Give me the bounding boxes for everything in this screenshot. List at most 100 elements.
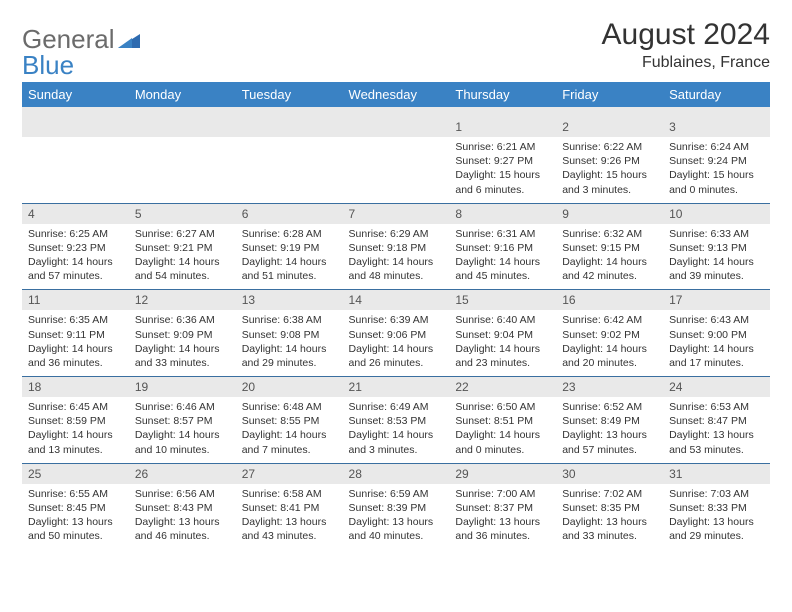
day-detail-cell: Sunrise: 6:22 AMSunset: 9:26 PMDaylight:… <box>556 137 663 203</box>
sunrise-text: Sunrise: 6:21 AM <box>455 140 550 154</box>
sunrise-text: Sunrise: 7:03 AM <box>669 487 764 501</box>
sunrise-text: Sunrise: 6:39 AM <box>349 313 444 327</box>
daylight-text: Daylight: 14 hours and 26 minutes. <box>349 342 444 370</box>
daylight-text: Daylight: 13 hours and 50 minutes. <box>28 515 123 543</box>
sunset-text: Sunset: 9:16 PM <box>455 241 550 255</box>
title-area: August 2024 Fublaines, France <box>602 18 770 72</box>
day-detail-cell: Sunrise: 6:36 AMSunset: 9:09 PMDaylight:… <box>129 310 236 376</box>
sunrise-text: Sunrise: 6:50 AM <box>455 400 550 414</box>
sunrise-text: Sunrise: 6:48 AM <box>242 400 337 414</box>
daylight-text: Daylight: 14 hours and 13 minutes. <box>28 428 123 456</box>
day-number-cell: 5 <box>129 203 236 224</box>
day-number-cell: 27 <box>236 463 343 484</box>
day-detail-cell <box>343 137 450 203</box>
sunset-text: Sunset: 9:09 PM <box>135 328 230 342</box>
daylight-text: Daylight: 14 hours and 33 minutes. <box>135 342 230 370</box>
daylight-text: Daylight: 15 hours and 3 minutes. <box>562 168 657 196</box>
day-number-cell: 17 <box>663 290 770 311</box>
daylight-text: Daylight: 14 hours and 39 minutes. <box>669 255 764 283</box>
day-detail-cell <box>129 137 236 203</box>
day-detail-cell: Sunrise: 6:42 AMSunset: 9:02 PMDaylight:… <box>556 310 663 376</box>
dow-saturday: Saturday <box>663 82 770 107</box>
sunset-text: Sunset: 8:39 PM <box>349 501 444 515</box>
day-number-cell: 30 <box>556 463 663 484</box>
sunset-text: Sunset: 8:53 PM <box>349 414 444 428</box>
sunset-text: Sunset: 8:43 PM <box>135 501 230 515</box>
sunrise-text: Sunrise: 6:31 AM <box>455 227 550 241</box>
sunrise-text: Sunrise: 7:00 AM <box>455 487 550 501</box>
calendar-page: General August 2024 Fublaines, France Bl… <box>0 0 792 567</box>
dow-header-row: Sunday Monday Tuesday Wednesday Thursday… <box>22 82 770 107</box>
day-number-cell: 15 <box>449 290 556 311</box>
daylight-text: Daylight: 14 hours and 29 minutes. <box>242 342 337 370</box>
sunset-text: Sunset: 8:51 PM <box>455 414 550 428</box>
day-number-cell <box>343 117 450 137</box>
dow-wednesday: Wednesday <box>343 82 450 107</box>
sunset-text: Sunset: 8:45 PM <box>28 501 123 515</box>
spacer-row <box>22 107 770 117</box>
brand-triangle-icon <box>118 24 140 55</box>
sunset-text: Sunset: 8:37 PM <box>455 501 550 515</box>
sunrise-text: Sunrise: 6:45 AM <box>28 400 123 414</box>
dow-thursday: Thursday <box>449 82 556 107</box>
day-detail-cell: Sunrise: 7:03 AMSunset: 8:33 PMDaylight:… <box>663 484 770 550</box>
day-number-cell: 31 <box>663 463 770 484</box>
sunset-text: Sunset: 9:11 PM <box>28 328 123 342</box>
daylight-text: Daylight: 13 hours and 36 minutes. <box>455 515 550 543</box>
daylight-text: Daylight: 14 hours and 48 minutes. <box>349 255 444 283</box>
day-detail-cell: Sunrise: 6:43 AMSunset: 9:00 PMDaylight:… <box>663 310 770 376</box>
day-detail-cell: Sunrise: 6:49 AMSunset: 8:53 PMDaylight:… <box>343 397 450 463</box>
sunrise-text: Sunrise: 6:24 AM <box>669 140 764 154</box>
day-detail-cell: Sunrise: 7:02 AMSunset: 8:35 PMDaylight:… <box>556 484 663 550</box>
header: General August 2024 Fublaines, France <box>22 18 770 72</box>
sunset-text: Sunset: 9:18 PM <box>349 241 444 255</box>
daylight-text: Daylight: 13 hours and 57 minutes. <box>562 428 657 456</box>
sunset-text: Sunset: 9:00 PM <box>669 328 764 342</box>
sunrise-text: Sunrise: 6:49 AM <box>349 400 444 414</box>
sunrise-text: Sunrise: 6:58 AM <box>242 487 337 501</box>
daylight-text: Daylight: 13 hours and 53 minutes. <box>669 428 764 456</box>
day-detail-cell <box>22 137 129 203</box>
sunset-text: Sunset: 9:15 PM <box>562 241 657 255</box>
calendar-table: Sunday Monday Tuesday Wednesday Thursday… <box>22 82 770 549</box>
daynum-row: 123 <box>22 117 770 137</box>
day-detail-cell: Sunrise: 6:55 AMSunset: 8:45 PMDaylight:… <box>22 484 129 550</box>
day-detail-cell: Sunrise: 6:59 AMSunset: 8:39 PMDaylight:… <box>343 484 450 550</box>
daylight-text: Daylight: 13 hours and 33 minutes. <box>562 515 657 543</box>
day-number-cell: 16 <box>556 290 663 311</box>
day-detail-cell: Sunrise: 6:35 AMSunset: 9:11 PMDaylight:… <box>22 310 129 376</box>
daylight-text: Daylight: 14 hours and 3 minutes. <box>349 428 444 456</box>
day-number-cell <box>236 117 343 137</box>
day-number-cell: 21 <box>343 377 450 398</box>
sunset-text: Sunset: 9:06 PM <box>349 328 444 342</box>
sunrise-text: Sunrise: 7:02 AM <box>562 487 657 501</box>
month-title: August 2024 <box>602 18 770 52</box>
day-number-cell: 18 <box>22 377 129 398</box>
day-number-cell: 1 <box>449 117 556 137</box>
day-number-cell: 9 <box>556 203 663 224</box>
sunset-text: Sunset: 8:41 PM <box>242 501 337 515</box>
sunset-text: Sunset: 9:21 PM <box>135 241 230 255</box>
sunset-text: Sunset: 9:26 PM <box>562 154 657 168</box>
day-number-cell: 26 <box>129 463 236 484</box>
day-number-cell: 13 <box>236 290 343 311</box>
sunset-text: Sunset: 9:13 PM <box>669 241 764 255</box>
sunrise-text: Sunrise: 6:43 AM <box>669 313 764 327</box>
day-number-cell: 6 <box>236 203 343 224</box>
sunrise-text: Sunrise: 6:36 AM <box>135 313 230 327</box>
day-detail-cell: Sunrise: 6:48 AMSunset: 8:55 PMDaylight:… <box>236 397 343 463</box>
day-detail-cell: Sunrise: 6:28 AMSunset: 9:19 PMDaylight:… <box>236 224 343 290</box>
day-detail-cell: Sunrise: 6:39 AMSunset: 9:06 PMDaylight:… <box>343 310 450 376</box>
day-detail-cell: Sunrise: 6:21 AMSunset: 9:27 PMDaylight:… <box>449 137 556 203</box>
day-number-cell: 8 <box>449 203 556 224</box>
sunrise-text: Sunrise: 6:53 AM <box>669 400 764 414</box>
dow-tuesday: Tuesday <box>236 82 343 107</box>
day-detail-cell: Sunrise: 6:25 AMSunset: 9:23 PMDaylight:… <box>22 224 129 290</box>
daylight-text: Daylight: 13 hours and 46 minutes. <box>135 515 230 543</box>
day-number-cell: 14 <box>343 290 450 311</box>
sunrise-text: Sunrise: 6:27 AM <box>135 227 230 241</box>
sunrise-text: Sunrise: 6:22 AM <box>562 140 657 154</box>
day-detail-cell: Sunrise: 7:00 AMSunset: 8:37 PMDaylight:… <box>449 484 556 550</box>
dow-friday: Friday <box>556 82 663 107</box>
sunset-text: Sunset: 9:04 PM <box>455 328 550 342</box>
